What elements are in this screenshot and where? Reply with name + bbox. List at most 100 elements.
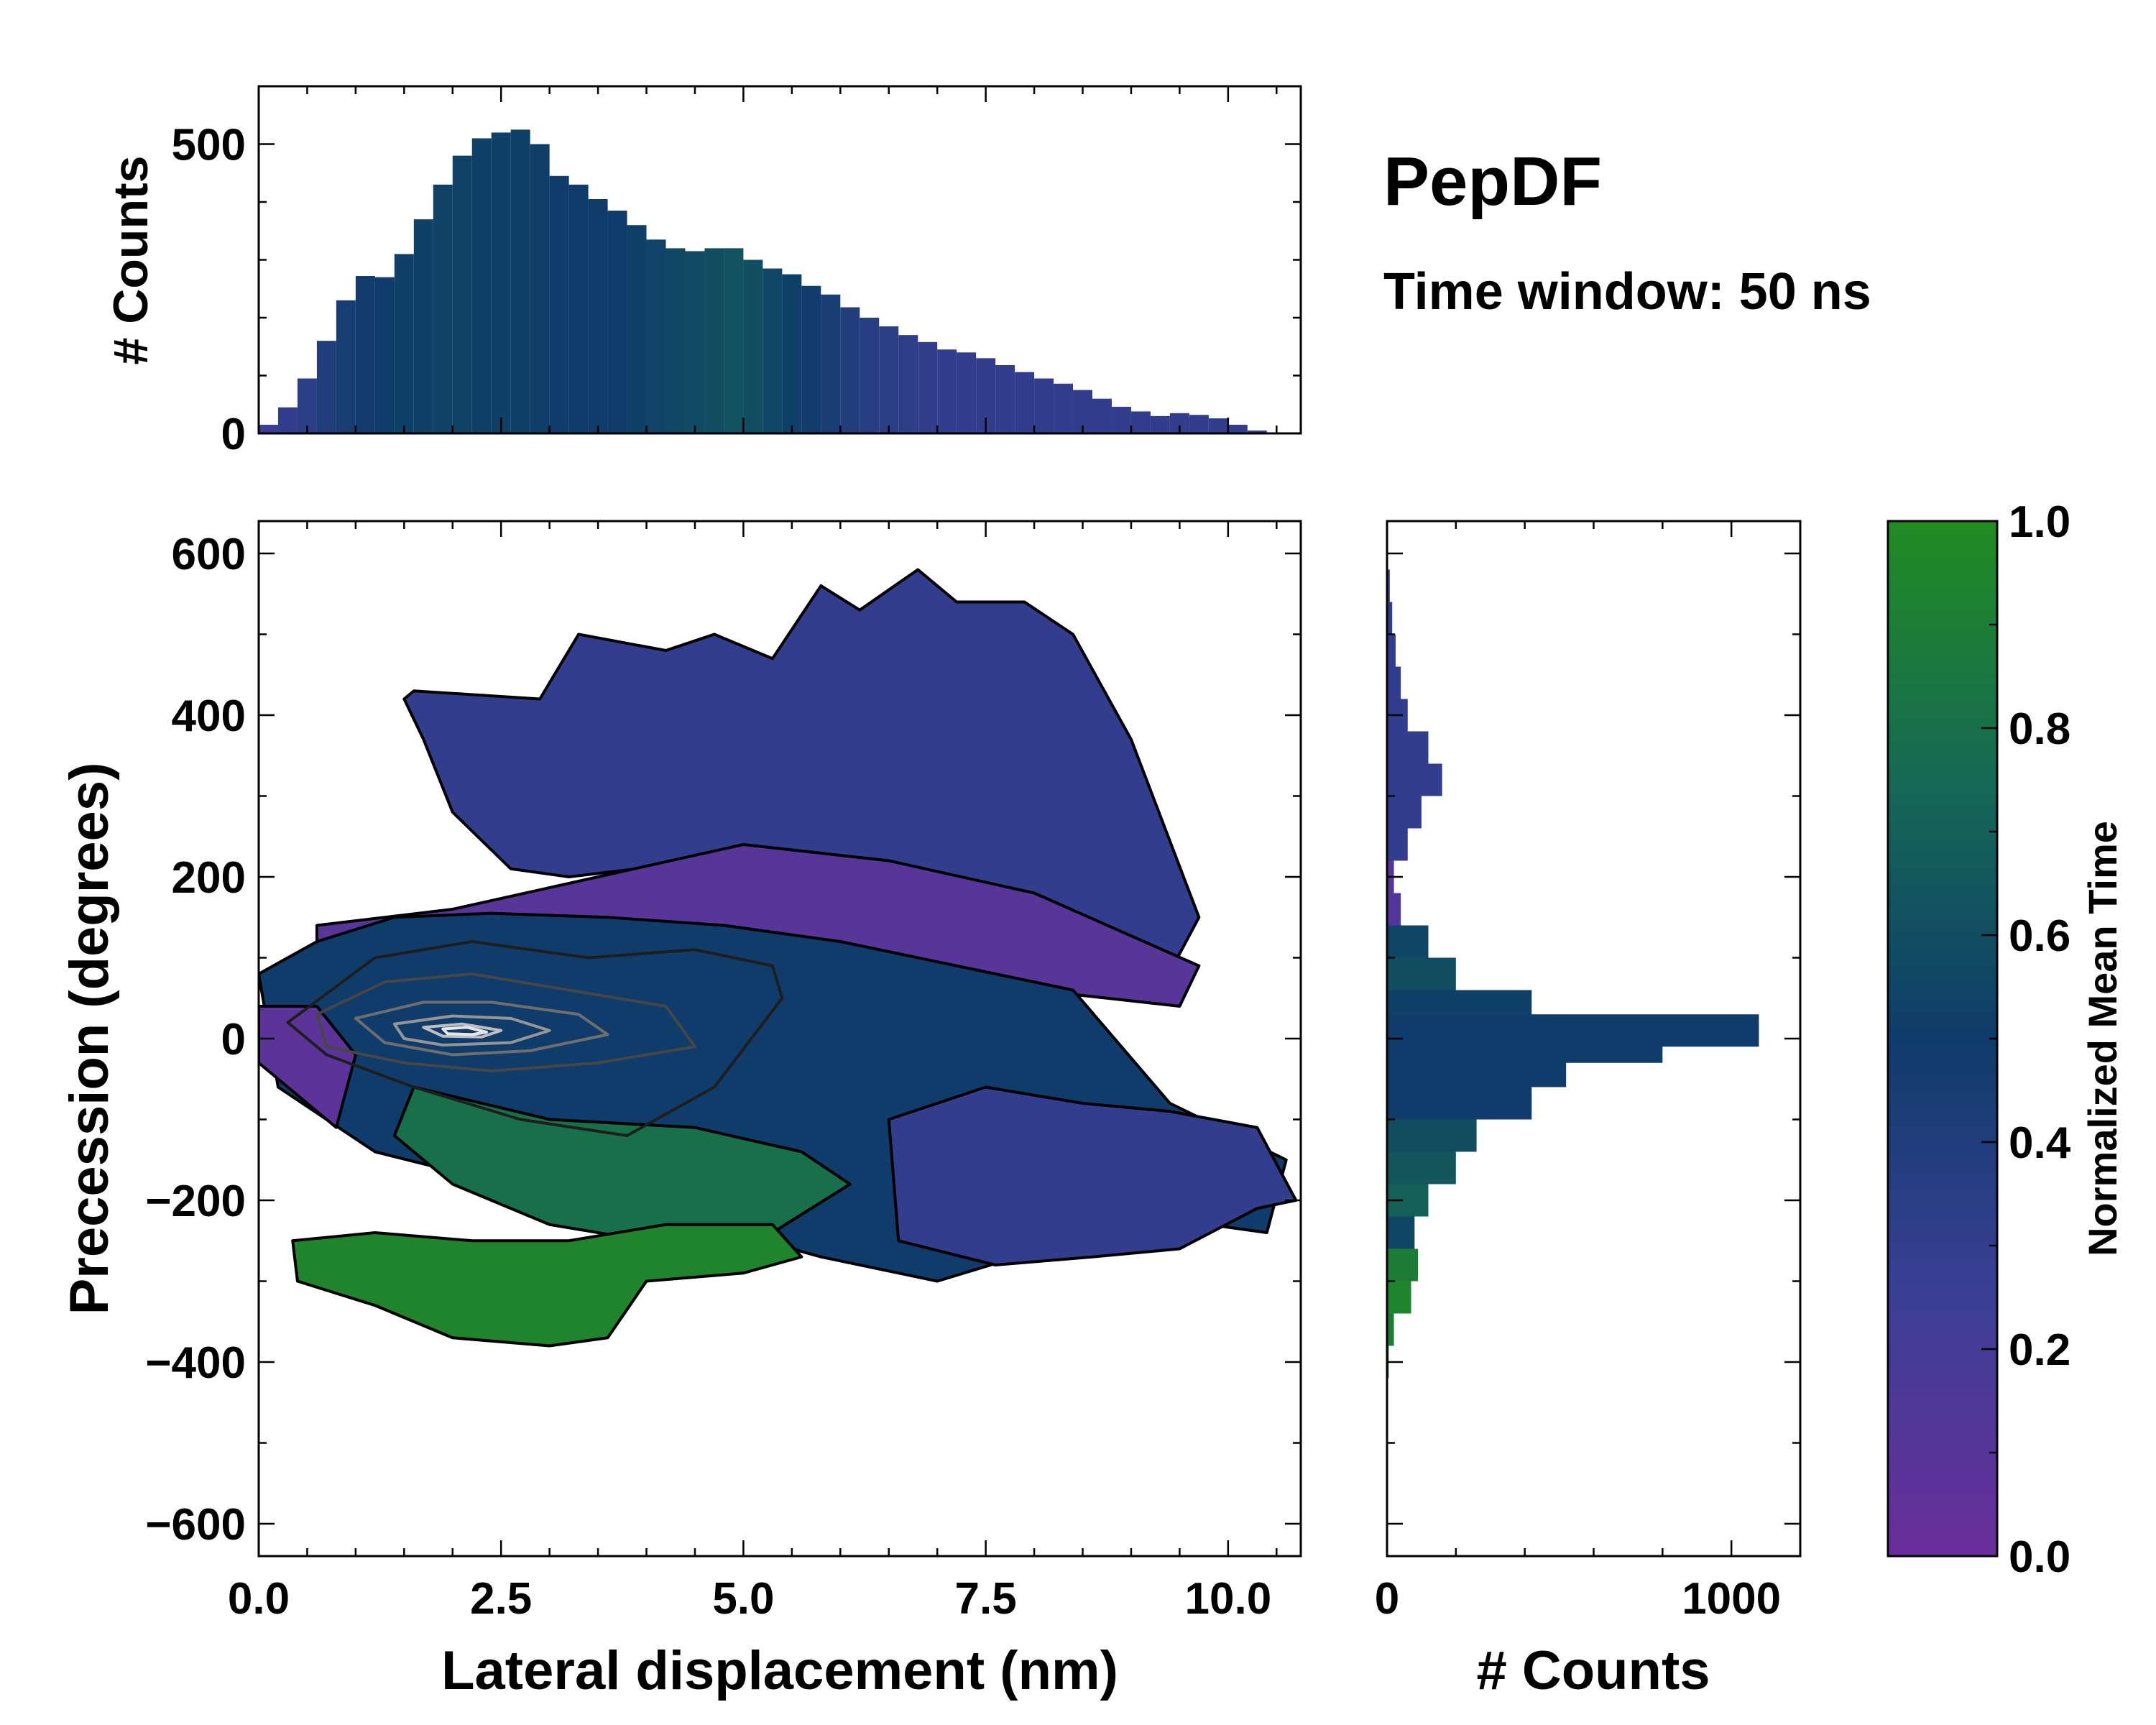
main-ticks: 0.0 2.5 5.0 7.5 10.0 600 400 200 0 −200 −400 −600 (145, 521, 1301, 1624)
main-xtick-label: 7.5 (955, 1574, 1017, 1624)
main-ytick-label: 0 (221, 1015, 246, 1064)
top-hist-bar (607, 211, 627, 433)
right-hist-bar (1387, 1248, 1419, 1282)
right-hist-bar (1387, 957, 1456, 990)
right-histogram: 0 1000 # Counts (1375, 520, 1802, 1701)
top-hist-bar (1189, 415, 1209, 433)
right-hist-xlabel: # Counts (1476, 1640, 1710, 1701)
top-hist-bar (1054, 383, 1074, 433)
top-hist-bar (937, 349, 957, 433)
top-hist-bar (277, 407, 298, 433)
top-hist-bar (491, 132, 511, 433)
top-hist-bars (259, 129, 1286, 433)
right-hist-ticks: 0 1000 (1375, 521, 1802, 1624)
right-hist-bar (1387, 666, 1401, 699)
top-hist-bar (627, 225, 647, 433)
right-hist-xtick-label: 0 (1375, 1574, 1399, 1624)
top-hist-ticks: 0 500 (172, 85, 1301, 459)
colorbar-tick-label: 0.8 (2009, 704, 2070, 754)
top-hist-bar (1150, 415, 1170, 433)
right-hist-bar (1387, 1216, 1415, 1249)
top-hist-bar (510, 129, 530, 433)
right-hist-bar (1387, 602, 1393, 635)
top-hist-bar (763, 268, 783, 433)
figure-title: PepDF (1383, 143, 1602, 220)
right-hist-bar (1387, 1119, 1477, 1152)
heatmap-region-green-bottom-blob (291, 1223, 803, 1348)
heatmap-region-left-purple-edge (259, 1005, 357, 1129)
right-hist-bar (1387, 796, 1422, 829)
colorbar-tick-label: 0.6 (2009, 911, 2070, 961)
right-hist-bar (1387, 1054, 1567, 1087)
colorbar-ticks: 0.0 0.2 0.4 0.6 0.8 1.0 (1981, 497, 2071, 1582)
top-hist-bar (316, 341, 336, 433)
density-contour (422, 1022, 503, 1039)
top-hist-bar (471, 138, 492, 433)
top-hist-bar (568, 184, 589, 433)
right-hist-bar (1387, 569, 1390, 602)
top-hist-bar (433, 184, 453, 433)
right-hist-bar (1387, 763, 1442, 796)
colorbar-tick-label: 0.0 (2009, 1532, 2070, 1582)
main-ytick-label: −600 (145, 1500, 246, 1550)
top-hist-bar (801, 285, 821, 433)
main-xtick-label: 5.0 (712, 1574, 774, 1624)
figure-subtitle: Time window: 50 ns (1383, 263, 1871, 321)
top-hist-bar (1111, 406, 1131, 433)
main-ylabel: Precession (degrees) (59, 763, 120, 1315)
top-hist-bar (898, 335, 918, 433)
heatmap-contours (286, 940, 784, 1137)
top-hist-bar (259, 424, 278, 433)
right-hist-bar (1387, 1313, 1394, 1346)
right-hist-xtick-label: 1000 (1682, 1574, 1781, 1624)
right-hist-bar (1387, 828, 1408, 861)
main-ytick-label: 200 (172, 853, 246, 903)
right-hist-bar (1387, 893, 1401, 926)
colorbar-tick-label: 0.4 (2009, 1118, 2071, 1168)
top-hist-bar (821, 294, 841, 433)
top-hist-bar (995, 365, 1015, 433)
top-hist-bar (957, 352, 977, 433)
colorbar: 0.0 0.2 0.4 0.6 0.8 1.0 Normalized Mean Time (1886, 497, 2125, 1582)
top-hist-bar (549, 175, 569, 433)
top-hist-bar (704, 248, 724, 433)
colorbar-label: Normalized Mean Time (2080, 821, 2125, 1256)
heatmap-region-right-lobe (887, 1085, 1298, 1266)
main-ytick-label: −200 (145, 1177, 246, 1226)
colorbar-gradient (1888, 521, 1997, 1556)
colorbar-tick-label: 1.0 (2009, 497, 2070, 547)
heatmap-regions (259, 568, 1298, 1348)
density-contour (354, 1000, 609, 1057)
top-hist-bar (374, 277, 395, 433)
right-hist-bar (1387, 1087, 1532, 1120)
top-hist-bar (782, 274, 802, 433)
density-contour (286, 940, 784, 1137)
top-hist-ytick-label: 0 (221, 410, 246, 459)
top-hist-bar (918, 341, 938, 433)
main-ytick-label: −400 (145, 1338, 246, 1388)
top-hist-bar (394, 254, 414, 433)
density-contour (315, 972, 696, 1072)
top-hist-bar (336, 300, 356, 433)
top-hist-bar (1130, 411, 1151, 433)
right-hist-bar (1387, 1151, 1456, 1184)
top-hist-bar (297, 378, 317, 433)
top-hist-bar (665, 248, 686, 433)
main-xtick-label: 0.0 (228, 1574, 290, 1624)
top-hist-bar (879, 326, 899, 433)
top-hist-bar (646, 239, 666, 433)
main-xtick-label: 10.0 (1185, 1574, 1272, 1624)
top-hist-bar (840, 307, 860, 433)
top-hist-bar (413, 219, 433, 433)
top-hist-ylabel: # Counts (103, 156, 158, 365)
density-contour (392, 1014, 551, 1046)
top-hist-bar (1247, 430, 1267, 433)
top-hist-bar (860, 318, 880, 433)
right-hist-bar (1387, 1281, 1411, 1314)
main-ytick-label: 400 (172, 691, 246, 741)
top-hist-bar (452, 155, 472, 433)
top-hist-ytick-label: 500 (172, 121, 246, 170)
density-contour (441, 1026, 488, 1036)
colorbar-tick-label: 0.2 (2009, 1325, 2070, 1375)
